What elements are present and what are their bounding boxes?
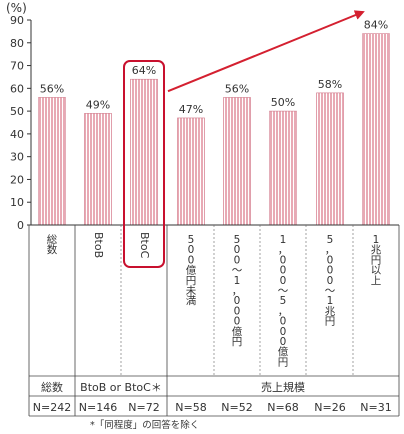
bars [38, 33, 390, 226]
category-label-char: 0 [234, 295, 241, 307]
value-label: 49% [86, 98, 110, 111]
category-label-char: 0 [280, 265, 287, 277]
category-label-char: 円 [278, 356, 289, 368]
category-label: BtoB [92, 232, 105, 258]
category-label-char: 満 [186, 295, 197, 307]
category-label-char: 0 [327, 254, 334, 266]
n-labels: N=242 N=146 N=72 N=58 N=52 N=68 N=26 N=31 [33, 401, 392, 414]
category-label-char: 未 [186, 285, 197, 297]
category-label-char: 円 [371, 254, 382, 266]
y-tick-label: 90 [10, 14, 24, 27]
y-tick-label: 30 [10, 151, 24, 164]
value-label: 84% [364, 19, 388, 32]
bar [38, 97, 66, 226]
category-label-char: 円 [232, 336, 243, 348]
bar [223, 97, 251, 226]
value-label: 56% [225, 82, 249, 95]
category-label-char: 兆 [371, 244, 382, 256]
highlight-box [123, 60, 165, 268]
category-label-char: 5 [234, 234, 241, 246]
category-label-char: 5 [188, 234, 195, 246]
y-tick-label: 50 [10, 105, 24, 118]
category-label-char: 総 [47, 233, 58, 246]
y-tick-label: 80 [10, 37, 24, 50]
y-tick-label: 20 [10, 173, 24, 186]
n-label: N=52 [221, 401, 252, 414]
category-label-char: 億 [186, 264, 197, 277]
category-label-char: 0 [280, 316, 287, 328]
category-label-char: ， [325, 244, 336, 256]
category-label-char: 0 [327, 265, 334, 277]
category-label-char: 兆 [325, 305, 336, 317]
category-label-char: 0 [188, 254, 195, 266]
category-label-char: ， [278, 305, 289, 317]
bar [316, 92, 344, 226]
category-label-char: 上 [371, 275, 382, 287]
category-label-char: 1 [373, 234, 380, 246]
category-label-char: 0 [280, 336, 287, 348]
value-labels: 56% 49% 64% 47% 56% 50% 58% 84% [40, 19, 388, 116]
category-label-char: 5 [327, 234, 334, 246]
category-label-char: 以 [371, 265, 382, 277]
y-tick-label: 0 [17, 219, 24, 232]
category-label: BtoC [138, 232, 151, 259]
n-label: N=26 [314, 401, 345, 414]
category-label-char: 0 [280, 326, 287, 338]
y-tick-label: 60 [10, 82, 24, 95]
y-tick-label: 40 [10, 128, 24, 141]
y-tick-label: 10 [10, 196, 24, 209]
n-label: N=68 [267, 401, 298, 414]
group-label: BtoB or BtoC＊ [80, 381, 162, 394]
category-label-char: 0 [234, 316, 241, 328]
category-label-char: 億 [232, 325, 243, 338]
category-label-char: 1 [234, 275, 241, 287]
value-label: 64% [132, 64, 156, 77]
category-label-char: 0 [234, 305, 241, 317]
category-label-char: 5 [280, 295, 287, 307]
category-label-char: 0 [280, 275, 287, 287]
bar [130, 78, 158, 226]
category-label-char: 〜 [232, 265, 243, 277]
category-label-char: ， [232, 285, 243, 297]
value-label: 58% [318, 78, 342, 91]
n-label: N=31 [360, 401, 391, 414]
category-label-char: 円 [186, 275, 197, 287]
n-label: N=146 [79, 401, 117, 414]
category-label-char: 〜 [325, 285, 336, 297]
bar [177, 117, 205, 226]
group-label: 総数 [41, 380, 63, 394]
y-axis-unit: (%) [6, 1, 27, 15]
category-label-char: 0 [234, 254, 241, 266]
value-label: 47% [179, 103, 203, 116]
category-label-char: 〜 [278, 285, 289, 297]
category-label-char: ， [278, 244, 289, 256]
bar [362, 33, 390, 226]
category-label-char: 0 [280, 254, 287, 266]
category-label-char: 0 [234, 244, 241, 256]
group-labels: 総数 BtoB or BtoC＊ 売上規模 [41, 380, 305, 394]
footnote: *「同程度」の回答を除く [90, 419, 199, 431]
n-label: N=242 [33, 401, 71, 414]
n-label: N=72 [128, 401, 159, 414]
category-label-char: 1 [280, 234, 287, 246]
category-label-char: 数 [47, 243, 58, 256]
category-label-char: 0 [327, 275, 334, 287]
value-label: 56% [40, 82, 64, 95]
table-lines [28, 224, 400, 417]
bar [269, 110, 297, 226]
y-tick-label: 70 [10, 60, 24, 73]
value-label: 50% [271, 96, 295, 109]
y-axis: 0 10 20 30 40 50 60 70 80 90 [10, 14, 32, 232]
category-label-char: 円 [325, 316, 336, 328]
category-label-char: 1 [327, 295, 334, 307]
n-label: N=58 [175, 401, 206, 414]
trend-arrow [167, 10, 365, 93]
bar [84, 113, 112, 226]
group-label: 売上規模 [261, 380, 305, 394]
category-label-char: 億 [278, 345, 289, 358]
category-label-char: 0 [188, 244, 195, 256]
category-labels: 総数 BtoB BtoC 500億円未満500〜1，000億円1，000〜5，000億… [47, 232, 382, 368]
